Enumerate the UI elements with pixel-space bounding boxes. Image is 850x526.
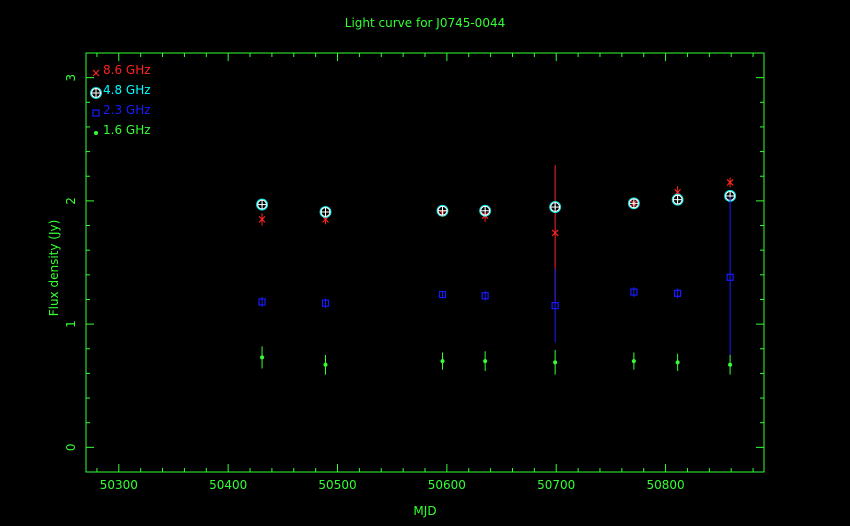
marker-dot: [728, 362, 733, 367]
data-point: [627, 197, 640, 210]
data-point: [675, 360, 680, 365]
data-point: [551, 229, 559, 237]
data-point: [726, 273, 734, 281]
marker-ring: [549, 201, 562, 213]
data-point: [260, 355, 265, 360]
marker-dot: [94, 131, 98, 135]
marker-ring: [436, 204, 449, 217]
data-point: [438, 290, 447, 299]
data-point: [551, 302, 559, 310]
legend: 8.6 GHz 4.8 GHz 2.3 GHz 1.6 GHz: [90, 63, 151, 137]
x-axis-label: MJD: [413, 504, 436, 518]
marker-dot: [260, 355, 265, 360]
marker-square: [726, 273, 734, 281]
marker-square: [551, 302, 559, 310]
marker-square: [92, 109, 100, 117]
marker-square: [674, 289, 682, 297]
y-tick-label: 0: [64, 444, 78, 452]
data-point: [323, 362, 328, 367]
y-tick-label: 3: [64, 74, 78, 82]
marker-stroke: [551, 229, 559, 237]
data-point: [258, 215, 266, 223]
data-point: [258, 298, 266, 306]
y-tick-label: 1: [64, 320, 78, 328]
data-point: [256, 198, 268, 211]
legend-marker: [94, 131, 98, 135]
data-point: [481, 292, 489, 300]
legend-label: 4.8 GHz: [103, 83, 151, 97]
marker-ring: [479, 204, 492, 217]
marker-square: [481, 292, 489, 300]
data-point: [549, 201, 562, 213]
data-point: [483, 359, 488, 364]
marker-dot: [440, 359, 445, 364]
marker-dot: [323, 362, 328, 367]
legend-item: 2.3 GHz: [92, 103, 151, 117]
legend-item: 1.6 GHz: [94, 123, 151, 137]
data-point: [440, 359, 445, 364]
x-tick-label: 50500: [318, 478, 356, 492]
marker-dot: [483, 359, 488, 364]
marker-square: [630, 288, 638, 296]
marker-stroke: [258, 215, 266, 223]
data-point: [319, 206, 332, 218]
data-point: [631, 359, 636, 364]
y-tick-label: 2: [64, 197, 78, 205]
series-4-8-ghz: [256, 190, 736, 218]
data-point: [674, 289, 682, 297]
axis-ticks: 50300 50400 50500 50600 50700 50800 0 1 2 3: [64, 52, 764, 492]
legend-marker: [90, 87, 102, 99]
legend-marker: [92, 109, 100, 117]
chart-title: Light curve for J0745-0044: [345, 16, 505, 30]
marker-ring: [319, 206, 332, 218]
marker-square: [438, 290, 447, 299]
x-tick-label: 50800: [646, 478, 684, 492]
x-tick-label: 50300: [100, 478, 138, 492]
x-tick-label: 50600: [428, 478, 466, 492]
marker-ring: [671, 193, 684, 206]
data-point: [671, 193, 684, 206]
y-axis-label: Flux density (Jy): [47, 220, 61, 317]
marker-ring: [90, 87, 102, 99]
legend-item: 4.8 GHz: [90, 83, 151, 99]
data-point: [726, 178, 734, 186]
x-tick-label: 50700: [537, 478, 575, 492]
marker-stroke: [726, 178, 734, 186]
legend-marker: [92, 69, 100, 77]
marker-dot: [553, 360, 558, 365]
legend-label: 8.6 GHz: [103, 63, 151, 77]
data-point: [321, 299, 330, 307]
data-point: [553, 360, 558, 365]
data-point: [630, 288, 638, 296]
legend-label: 1.6 GHz: [103, 123, 151, 137]
series-2-3-ghz: [258, 197, 734, 358]
data-point: [728, 362, 733, 367]
data-marks: [256, 165, 736, 375]
marker-dot: [631, 359, 636, 364]
x-tick-label: 50400: [209, 478, 247, 492]
data-point: [479, 204, 492, 217]
marker-dot: [675, 360, 680, 365]
legend-item: 8.6 GHz: [92, 63, 151, 77]
marker-ring: [256, 198, 268, 211]
marker-square: [321, 299, 330, 307]
marker-stroke: [92, 69, 100, 77]
data-point: [436, 204, 449, 217]
series-1-6-ghz: [260, 346, 733, 375]
marker-ring: [627, 197, 640, 210]
legend-label: 2.3 GHz: [103, 103, 151, 117]
marker-square: [258, 298, 266, 306]
